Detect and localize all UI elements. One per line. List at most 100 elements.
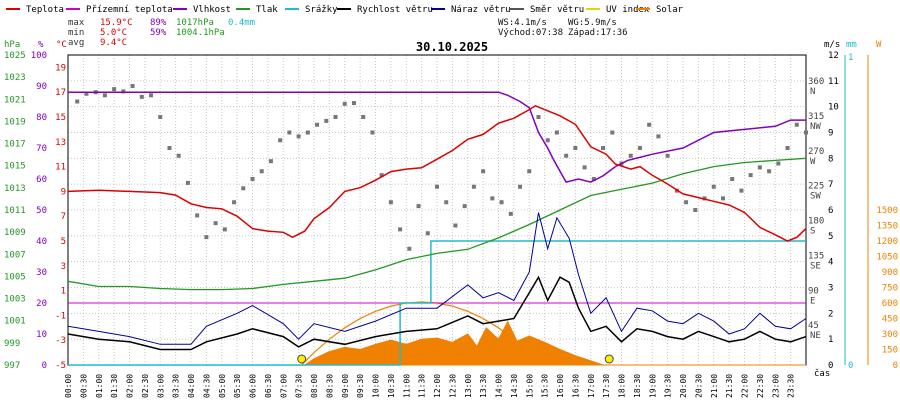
stat-min-hum: 59% [150,28,167,38]
wind-dir-point [481,169,486,174]
wind-dir-point [757,165,762,170]
tick-time: 15:30 [541,374,550,398]
stat-sunrise: Východ:07:38 [498,28,563,38]
wind-dir-point [462,204,467,209]
wind-dir-point [130,84,135,88]
tick-dir-label: SW [810,192,821,202]
wind-dir-point [554,130,559,135]
wind-dir-point [241,186,246,191]
wind-dir-point [278,138,283,143]
legend-label: Náraz větru [451,5,511,15]
tick-w: 300 [882,330,898,340]
tick-time: 20:30 [694,374,703,398]
stat-max-temp: 15.9°C [100,18,133,28]
tick-time: 11:30 [418,374,427,398]
wind-dir-point [545,138,550,143]
wind-dir-point [471,184,476,189]
wind-dir-point [425,231,430,236]
wind-dir-point [185,180,190,185]
series-solar [68,320,806,366]
tick-hpa: 1001 [4,317,26,327]
tick-dir-deg: 135 [808,251,824,261]
tick-ms: 8 [828,154,833,164]
tick-pct: 20 [36,299,47,309]
tick-time: 22:30 [756,374,765,398]
legend-label: Srážky [305,5,338,15]
stat-ws: WS:4.1m/s [498,18,547,28]
wind-dir-point [268,159,273,164]
wind-dir-point [213,221,218,226]
wind-dir-point [610,130,615,135]
tick-time: 04:00 [187,374,196,398]
tick-time: 09:00 [341,374,350,398]
series-temperature [67,104,807,242]
tick-hpa: 1015 [4,162,26,172]
wind-dir-point [195,213,200,218]
tick-c: 5 [61,237,66,247]
tick-c: -5 [55,361,66,371]
tick-pct: 60 [36,175,47,185]
tick-pct: 50 [36,206,47,216]
wind-dir-point [398,227,403,232]
tick-time: 12:00 [433,374,442,398]
tick-time: 06:00 [249,374,258,398]
tick-pct: 100 [31,51,47,61]
tick-time: 19:00 [648,374,657,398]
tick-time: 19:30 [664,374,673,398]
tick-time: 03:30 [172,374,181,398]
tick-time: 07:30 [295,374,304,398]
wind-dir-point [490,196,495,201]
wind-dir-point [536,115,541,119]
wind-dir-point [296,134,301,139]
tick-dir-label: NW [810,122,821,132]
tick-c: 7 [61,212,66,222]
series-rain [68,240,806,366]
tick-time: 12:30 [448,374,457,398]
wind-dir-point [75,99,80,104]
tick-time: 18:00 [618,374,627,398]
tick-time: 07:00 [279,374,288,398]
wind-dir-point [720,196,725,201]
tick-c: 17 [55,88,66,98]
wind-dir-point [804,130,808,135]
tick-w: 1500 [876,206,898,216]
tick-time: 16:30 [571,374,580,398]
wind-dir-point [693,208,698,212]
tick-time: 23:30 [787,374,796,398]
tick-time: 22:00 [741,374,750,398]
axis-unit-time: čas [814,368,830,379]
tick-time: 18:30 [633,374,642,398]
tick-ms: 7 [828,180,833,190]
tick-pct: 30 [36,268,47,278]
wind-dir-point [785,146,790,150]
axis-temperature: 19 17 15 13 11 9 7 5 3 1 -1 -3 -5 [55,63,66,371]
tick-c: 11 [55,163,66,173]
stat-max-label: max [68,18,85,28]
wind-dir-point [730,177,735,181]
stats-block: max 15.9°C 89% 1017hPa 0.4mm min 5.0°C 5… [68,18,628,48]
axis-unit-w: W [876,40,882,50]
tick-c: -3 [55,336,66,346]
tick-w: 450 [882,315,898,325]
wind-dir-point [416,204,421,209]
wind-dir-point [176,153,181,158]
wind-dir-point [637,146,642,150]
tick-hpa: 1025 [4,51,26,61]
legend-label: UV index [606,5,650,15]
legend-label: Vlhkost [193,5,231,15]
tick-dir-deg: 45 [808,321,819,331]
tick-time: 14:00 [495,374,504,398]
tick-time: 03:00 [156,374,165,398]
wind-dir-point [139,94,144,99]
wind-dir-point [684,200,689,205]
tick-ms: 9 [828,129,833,139]
tick-pct: 0 [42,361,47,371]
tick-c: 15 [55,113,66,123]
tick-time: 13:30 [479,374,488,398]
wind-dir-point [564,153,569,158]
legend-label: Solar [656,5,684,15]
tick-ms: 0 [828,361,833,371]
